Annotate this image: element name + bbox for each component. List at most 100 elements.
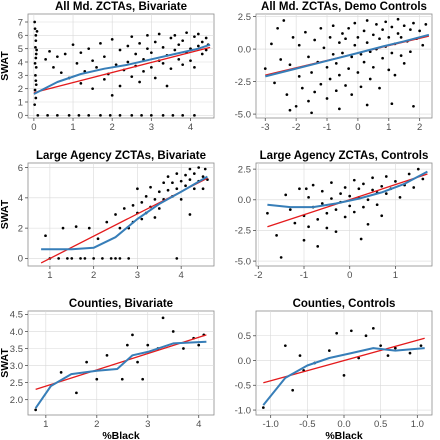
- data-point: [344, 84, 347, 87]
- data-point: [353, 21, 357, 25]
- data-point: [398, 195, 402, 199]
- data-point: [34, 73, 37, 77]
- data-point: [341, 32, 344, 35]
- data-point: [108, 113, 112, 117]
- y-tick-label: 5: [18, 44, 23, 55]
- data-point: [79, 257, 82, 260]
- data-point: [126, 343, 129, 347]
- panel-1: All Md. ZCTAs, Bivariate 0 1 2 3 4 0 1 2 3 4 5 6 7 SWA…: [0, 1, 215, 133]
- data-point: [189, 59, 192, 63]
- data-point: [33, 88, 37, 92]
- data-point: [338, 107, 341, 111]
- data-point: [334, 208, 338, 211]
- data-point: [375, 203, 379, 207]
- data-point: [95, 65, 98, 69]
- panel-3: Large Agency ZCTAs, Bivariate 1 2 3 4 0 2 4 6 SWA…: [0, 150, 215, 281]
- data-point: [402, 24, 406, 28]
- data-point: [353, 43, 357, 47]
- data-point: [275, 233, 278, 237]
- data-point: [302, 238, 306, 242]
- data-point: [342, 374, 346, 377]
- x-tick-label: 3: [135, 270, 140, 281]
- data-point: [384, 20, 388, 24]
- data-point: [371, 65, 375, 69]
- data-point: [328, 77, 332, 81]
- data-point: [75, 391, 78, 395]
- data-point: [34, 65, 38, 69]
- data-point: [161, 113, 165, 117]
- data-point: [179, 198, 183, 201]
- panel-title: Counties, Bivariate: [69, 298, 173, 310]
- data-point: [157, 190, 161, 194]
- data-point: [184, 184, 187, 188]
- y-tick-label: 0: [18, 254, 23, 265]
- data-point: [96, 237, 100, 241]
- data-point: [149, 51, 153, 55]
- x-tick-label: 3: [149, 122, 154, 133]
- data-point: [166, 188, 170, 192]
- data-point: [402, 62, 406, 65]
- data-point: [196, 44, 200, 48]
- data-point: [378, 37, 381, 41]
- data-point: [349, 329, 353, 333]
- data-point: [91, 59, 94, 63]
- data-point: [357, 356, 361, 360]
- data-point: [79, 81, 83, 85]
- data-point: [136, 360, 139, 364]
- y-axis-label: SWAT: [0, 199, 11, 229]
- y-tick-label: -5.0: [235, 256, 251, 267]
- data-point: [390, 51, 394, 55]
- panel-2: All Md. ZCTAs, Demo Controls -3 -2 -1 0 1 2 -5.…: [235, 1, 433, 133]
- data-point: [201, 187, 205, 191]
- y-tick-label: 4: [18, 193, 23, 204]
- data-point: [362, 182, 365, 186]
- data-point: [343, 186, 347, 189]
- data-point: [91, 87, 94, 91]
- data-point: [188, 167, 192, 171]
- data-point: [193, 65, 196, 69]
- data-point: [103, 55, 106, 59]
- y-tick-label: 0.5: [238, 331, 251, 342]
- data-point: [75, 61, 79, 65]
- data-point: [297, 43, 301, 47]
- data-point: [188, 178, 192, 182]
- x-tick-label: 1: [393, 270, 398, 281]
- data-point: [320, 189, 324, 193]
- x-tick-label: -2: [292, 122, 300, 133]
- data-point: [362, 205, 365, 209]
- y-tick-label: -1.0: [235, 405, 251, 416]
- data-point: [279, 58, 283, 61]
- data-point: [153, 40, 157, 44]
- data-point: [394, 180, 397, 183]
- data-point: [368, 50, 372, 54]
- data-point: [325, 65, 329, 69]
- data-point: [204, 36, 208, 40]
- data-point: [408, 351, 412, 355]
- y-tick-label: -5.0: [235, 109, 251, 120]
- smooth-fit-line: [262, 347, 425, 406]
- data-point: [173, 48, 177, 52]
- data-point: [197, 343, 201, 347]
- data-point: [371, 188, 374, 192]
- y-tick-label: -0.5: [235, 381, 251, 392]
- data-point: [365, 19, 369, 22]
- data-point: [120, 377, 124, 381]
- panel-title: Large Agency ZCTAs, Bivariate: [36, 150, 206, 162]
- data-point: [352, 178, 356, 182]
- data-point: [366, 198, 370, 202]
- data-points: [266, 167, 425, 259]
- data-point: [36, 113, 40, 117]
- smooth-fit-line: [34, 340, 207, 409]
- data-point: [35, 29, 39, 33]
- panel-6: Counties, Controls -1.0 -0.5 0.0 0.5 1.0 -1.0 -…: [235, 298, 433, 440]
- data-point: [136, 187, 139, 191]
- data-point: [384, 175, 388, 178]
- data-point: [313, 90, 317, 94]
- data-point: [330, 197, 333, 200]
- data-point: [375, 23, 378, 26]
- data-point: [114, 257, 117, 260]
- data-point: [393, 346, 397, 350]
- x-tick-label: 4: [196, 419, 201, 430]
- y-tick-label: 6: [18, 31, 23, 42]
